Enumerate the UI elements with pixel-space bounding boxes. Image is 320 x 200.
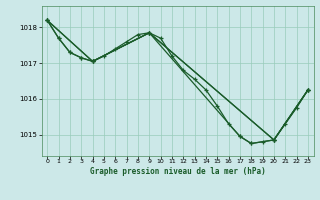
X-axis label: Graphe pression niveau de la mer (hPa): Graphe pression niveau de la mer (hPa)	[90, 167, 266, 176]
